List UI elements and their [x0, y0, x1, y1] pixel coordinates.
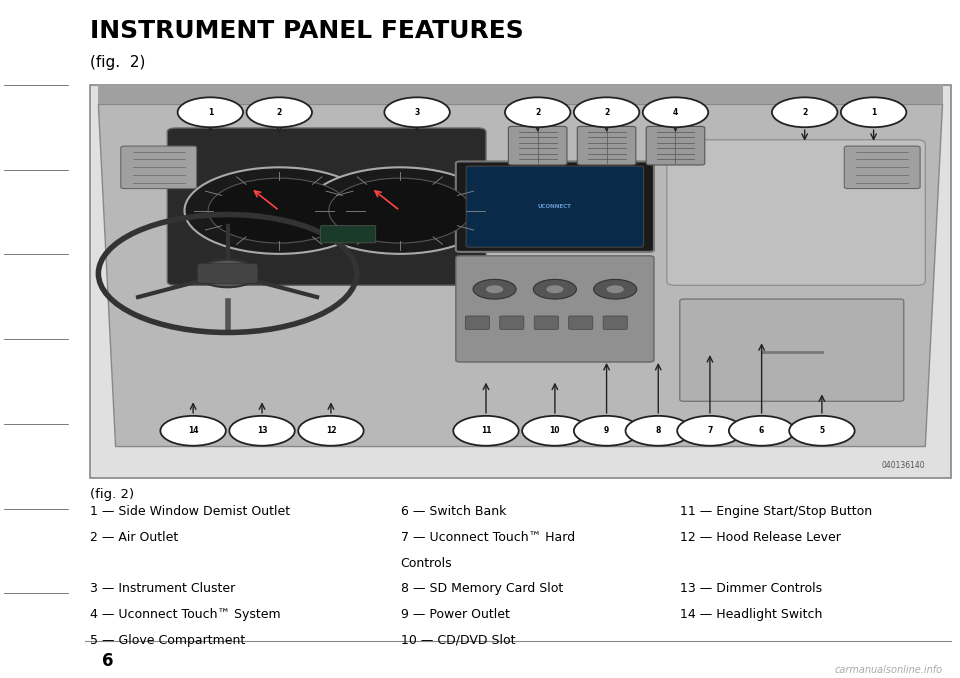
FancyBboxPatch shape: [198, 264, 257, 283]
Text: 5: 5: [819, 426, 825, 435]
Text: 1: 1: [871, 108, 876, 117]
Text: 2 — Air Outlet: 2 — Air Outlet: [90, 531, 178, 544]
Text: 11 — Engine Start/Stop Button: 11 — Engine Start/Stop Button: [681, 505, 873, 518]
Text: IN AN
EMERGENCY: IN AN EMERGENCY: [6, 370, 66, 393]
Circle shape: [534, 279, 576, 299]
Text: KNOWING
YOUR
VEHICLE: KNOWING YOUR VEHICLE: [9, 25, 63, 60]
Circle shape: [607, 285, 624, 293]
Circle shape: [453, 416, 518, 445]
Polygon shape: [98, 85, 943, 104]
Circle shape: [384, 98, 450, 127]
FancyBboxPatch shape: [456, 161, 654, 252]
FancyBboxPatch shape: [466, 316, 490, 330]
Text: 10: 10: [550, 426, 560, 435]
Polygon shape: [98, 104, 943, 447]
FancyBboxPatch shape: [456, 256, 654, 362]
Circle shape: [574, 416, 639, 445]
FancyBboxPatch shape: [667, 140, 925, 285]
Circle shape: [247, 98, 312, 127]
FancyBboxPatch shape: [577, 126, 636, 165]
Text: TECHNICAL
SPECIFICATIONS: TECHNICAL SPECIFICATIONS: [0, 540, 76, 562]
Circle shape: [229, 416, 295, 445]
Text: 9: 9: [604, 426, 610, 435]
Circle shape: [574, 98, 639, 127]
Text: 7: 7: [708, 426, 712, 435]
Text: 3: 3: [415, 108, 420, 117]
Text: 6: 6: [759, 426, 764, 435]
Text: 12: 12: [325, 426, 336, 435]
Text: CONTENTS: CONTENTS: [10, 631, 62, 641]
Circle shape: [772, 98, 837, 127]
FancyBboxPatch shape: [509, 126, 567, 165]
Text: 8: 8: [656, 426, 660, 435]
Text: WARNING
LIGHTS
AND
MESSAGES: WARNING LIGHTS AND MESSAGES: [10, 273, 62, 320]
FancyBboxPatch shape: [467, 166, 643, 247]
Text: 040136140: 040136140: [881, 461, 925, 470]
Text: 7 — Uconnect Touch™ Hard: 7 — Uconnect Touch™ Hard: [400, 531, 575, 544]
FancyBboxPatch shape: [568, 316, 592, 330]
Circle shape: [184, 167, 374, 254]
Text: INSTRUMENT PANEL FEATURES: INSTRUMENT PANEL FEATURES: [90, 18, 523, 43]
Text: (fig. 2): (fig. 2): [90, 488, 133, 501]
Text: 4: 4: [673, 108, 678, 117]
Circle shape: [626, 416, 691, 445]
Text: 4 — Uconnect Touch™ System: 4 — Uconnect Touch™ System: [90, 608, 280, 621]
Circle shape: [789, 416, 854, 445]
Text: SERVICING
AND
CARE: SERVICING AND CARE: [10, 449, 62, 483]
Text: 2: 2: [604, 108, 610, 117]
Text: 14 — Headlight Switch: 14 — Headlight Switch: [681, 608, 823, 621]
Circle shape: [178, 98, 243, 127]
Text: SAFETY: SAFETY: [18, 122, 54, 132]
Text: 6 — Switch Bank: 6 — Switch Bank: [400, 505, 506, 518]
FancyBboxPatch shape: [90, 85, 951, 478]
Circle shape: [160, 416, 226, 445]
FancyBboxPatch shape: [321, 226, 375, 243]
Text: 11: 11: [481, 426, 492, 435]
FancyBboxPatch shape: [680, 299, 903, 401]
Text: 1: 1: [207, 108, 213, 117]
FancyBboxPatch shape: [534, 316, 559, 330]
Text: 13 — Dimmer Controls: 13 — Dimmer Controls: [681, 582, 823, 595]
Circle shape: [677, 416, 743, 445]
Circle shape: [299, 416, 364, 445]
Text: STARTING
AND
DRIVING: STARTING AND DRIVING: [12, 195, 60, 229]
Circle shape: [841, 98, 906, 127]
Text: 3 — Instrument Cluster: 3 — Instrument Cluster: [90, 582, 235, 595]
FancyBboxPatch shape: [646, 126, 705, 165]
Text: 12 — Hood Release Lever: 12 — Hood Release Lever: [681, 531, 841, 544]
Text: Controls: Controls: [400, 557, 452, 570]
FancyBboxPatch shape: [844, 146, 920, 188]
Text: 2: 2: [802, 108, 807, 117]
Circle shape: [305, 167, 494, 254]
Text: 1 — Side Window Demist Outlet: 1 — Side Window Demist Outlet: [90, 505, 290, 518]
Circle shape: [546, 285, 564, 293]
Text: 8 — SD Memory Card Slot: 8 — SD Memory Card Slot: [400, 582, 563, 595]
FancyBboxPatch shape: [500, 316, 524, 330]
Circle shape: [198, 260, 257, 287]
Text: (fig.  2): (fig. 2): [90, 55, 145, 70]
Text: 14: 14: [188, 426, 199, 435]
Circle shape: [473, 279, 516, 299]
Circle shape: [208, 178, 350, 243]
FancyBboxPatch shape: [121, 146, 197, 188]
Circle shape: [593, 279, 636, 299]
Circle shape: [522, 416, 588, 445]
Text: 5 — Glove Compartment: 5 — Glove Compartment: [90, 634, 245, 647]
Circle shape: [729, 416, 794, 445]
FancyBboxPatch shape: [167, 128, 486, 285]
Text: 2: 2: [535, 108, 540, 117]
Text: 10 — CD/DVD Slot: 10 — CD/DVD Slot: [400, 634, 516, 647]
Circle shape: [505, 98, 570, 127]
FancyBboxPatch shape: [603, 316, 627, 330]
Text: 2: 2: [276, 108, 282, 117]
Text: 9 — Power Outlet: 9 — Power Outlet: [400, 608, 510, 621]
Text: UCONNECT: UCONNECT: [538, 204, 572, 209]
Text: 13: 13: [256, 426, 267, 435]
Text: 6: 6: [102, 652, 113, 670]
Circle shape: [643, 98, 708, 127]
Circle shape: [486, 285, 503, 293]
Text: carmanualsonline.info: carmanualsonline.info: [834, 664, 943, 675]
Circle shape: [328, 178, 471, 243]
